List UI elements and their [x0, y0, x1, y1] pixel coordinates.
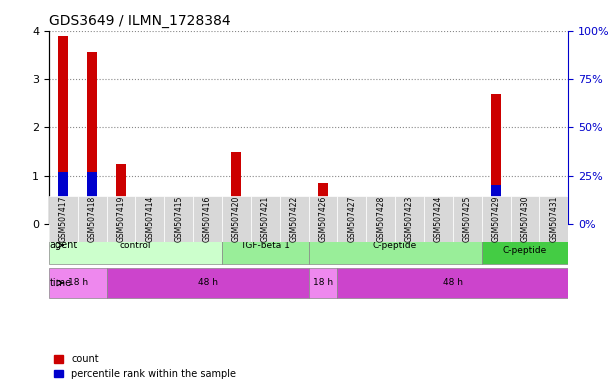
Text: GSM507428: GSM507428 [376, 196, 385, 242]
Bar [318, 201, 328, 224]
FancyBboxPatch shape [481, 196, 511, 242]
Text: TGF-beta 1: TGF-beta 1 [240, 241, 290, 250]
Text: GSM507425: GSM507425 [463, 196, 472, 242]
Text: agent: agent [49, 240, 78, 250]
Text: 48 h: 48 h [443, 278, 463, 287]
FancyBboxPatch shape [164, 196, 193, 242]
FancyBboxPatch shape [251, 196, 280, 242]
Text: C-peptide: C-peptide [373, 241, 417, 250]
Text: GSM507415: GSM507415 [174, 196, 183, 242]
Legend: count, percentile rank within the sample: count, percentile rank within the sample [54, 354, 236, 379]
Bar [347, 205, 357, 224]
FancyBboxPatch shape [222, 226, 309, 264]
Bar [116, 164, 126, 224]
FancyBboxPatch shape [511, 196, 540, 242]
FancyBboxPatch shape [424, 196, 453, 242]
FancyBboxPatch shape [366, 196, 395, 242]
Bar [318, 183, 328, 224]
FancyBboxPatch shape [136, 196, 164, 242]
Text: GSM507429: GSM507429 [492, 196, 500, 242]
FancyBboxPatch shape [453, 196, 481, 242]
Bar [145, 209, 155, 224]
FancyBboxPatch shape [106, 196, 136, 242]
Text: GSM507422: GSM507422 [290, 196, 299, 242]
Text: GSM507417: GSM507417 [59, 196, 68, 242]
FancyBboxPatch shape [49, 226, 222, 264]
Text: 48 h: 48 h [197, 278, 218, 287]
Text: time: time [49, 278, 71, 288]
Text: GSM507424: GSM507424 [434, 196, 443, 242]
FancyBboxPatch shape [309, 268, 337, 298]
Text: GSM507427: GSM507427 [347, 196, 356, 242]
FancyBboxPatch shape [193, 196, 222, 242]
FancyBboxPatch shape [106, 268, 309, 298]
Bar [116, 209, 126, 224]
Text: GSM507414: GSM507414 [145, 196, 155, 242]
Text: GSM507416: GSM507416 [203, 196, 212, 242]
Bar [87, 53, 97, 224]
Text: GSM507431: GSM507431 [549, 196, 558, 242]
Bar [58, 172, 68, 224]
FancyBboxPatch shape [280, 196, 309, 242]
FancyBboxPatch shape [49, 196, 78, 242]
Bar [289, 212, 299, 224]
Bar [491, 185, 501, 224]
FancyBboxPatch shape [337, 268, 568, 298]
Bar [491, 94, 501, 224]
Bar [289, 214, 299, 224]
Text: 18 h: 18 h [68, 278, 88, 287]
Bar [87, 172, 97, 224]
Text: TGF-beta 1 and
C-peptide: TGF-beta 1 and C-peptide [490, 235, 560, 255]
Bar [232, 201, 241, 224]
Text: GSM507426: GSM507426 [318, 196, 327, 242]
FancyBboxPatch shape [78, 196, 106, 242]
Bar [58, 36, 68, 224]
Text: GSM507423: GSM507423 [405, 196, 414, 242]
Text: 18 h: 18 h [313, 278, 333, 287]
FancyBboxPatch shape [337, 196, 366, 242]
Text: GSM507419: GSM507419 [117, 196, 125, 242]
Bar [145, 200, 155, 224]
FancyBboxPatch shape [395, 196, 424, 242]
Bar [232, 152, 241, 224]
FancyBboxPatch shape [309, 226, 481, 264]
Text: GSM507421: GSM507421 [261, 196, 270, 242]
Bar [347, 214, 357, 224]
Text: control: control [120, 241, 151, 250]
Text: GSM507430: GSM507430 [521, 195, 530, 242]
FancyBboxPatch shape [540, 196, 568, 242]
FancyBboxPatch shape [309, 196, 337, 242]
Text: GSM507418: GSM507418 [87, 196, 97, 242]
FancyBboxPatch shape [222, 196, 251, 242]
FancyBboxPatch shape [481, 226, 568, 264]
Text: GDS3649 / ILMN_1728384: GDS3649 / ILMN_1728384 [49, 14, 230, 28]
Text: GSM507420: GSM507420 [232, 196, 241, 242]
FancyBboxPatch shape [49, 268, 106, 298]
